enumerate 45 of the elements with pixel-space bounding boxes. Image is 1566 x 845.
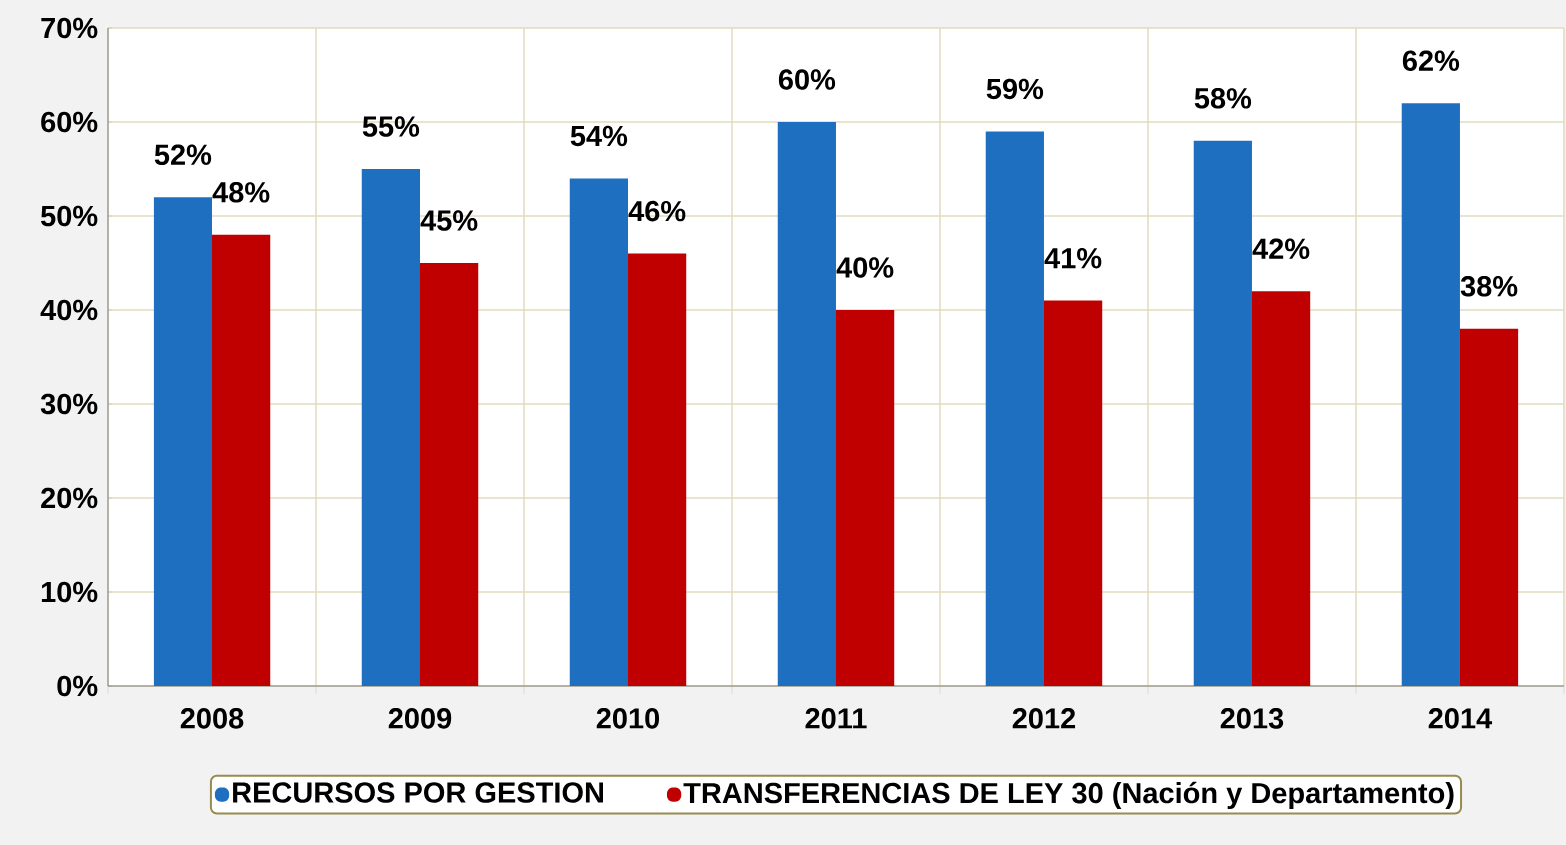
text: 38% [1460, 276, 1518, 297]
bar [985, 131, 1044, 686]
text: 45% [420, 210, 478, 231]
y-tick-label: 10% [41, 581, 98, 603]
y-tick-label: 0% [57, 675, 98, 697]
text: 40% [836, 257, 894, 278]
y-tick-label: 20% [41, 487, 98, 509]
text: 54% [570, 125, 628, 147]
bar [1401, 103, 1460, 686]
bar [1459, 328, 1519, 686]
bar [777, 121, 836, 686]
bar [153, 197, 213, 686]
bar [835, 309, 895, 686]
bar [569, 178, 628, 686]
x-tick-label: 2010 [596, 708, 660, 729]
bar [627, 253, 687, 686]
text: 62% [1402, 50, 1460, 71]
x-tick-label: 2014 [1428, 708, 1493, 729]
x-tick-label: 2011 [805, 708, 867, 729]
text: 48% [212, 182, 270, 203]
text: 55% [362, 116, 420, 137]
x-tick-label: 2009 [388, 708, 452, 729]
bar [212, 234, 271, 686]
text: 42% [1252, 238, 1310, 259]
text: 59% [986, 78, 1044, 100]
bar [1193, 140, 1252, 686]
bar [361, 168, 420, 686]
y-tick-label: 60% [41, 111, 98, 133]
text: 58% [1194, 88, 1252, 109]
y-tick-label: 30% [40, 393, 98, 415]
text: 46% [628, 200, 686, 222]
legend-label: TRANSFERENCIAS DE LEY 30 (Nación y Departamento) [683, 781, 1454, 810]
text: 52% [154, 144, 212, 165]
x-tick-label: 2013 [1220, 708, 1284, 729]
bar [1251, 291, 1311, 686]
legend-label: RECURSOS POR GESTION [233, 782, 603, 803]
y-tick-label: 50% [41, 205, 98, 227]
bar [420, 262, 479, 686]
y-tick-label: 70% [41, 17, 98, 39]
x-tick-label: 2012 [1012, 708, 1076, 729]
text: 60% [778, 69, 836, 90]
y-tick-label: 40% [40, 299, 98, 321]
bar [1043, 300, 1103, 686]
x-tick-label: 2008 [180, 708, 244, 729]
text: 41% [1044, 247, 1102, 269]
